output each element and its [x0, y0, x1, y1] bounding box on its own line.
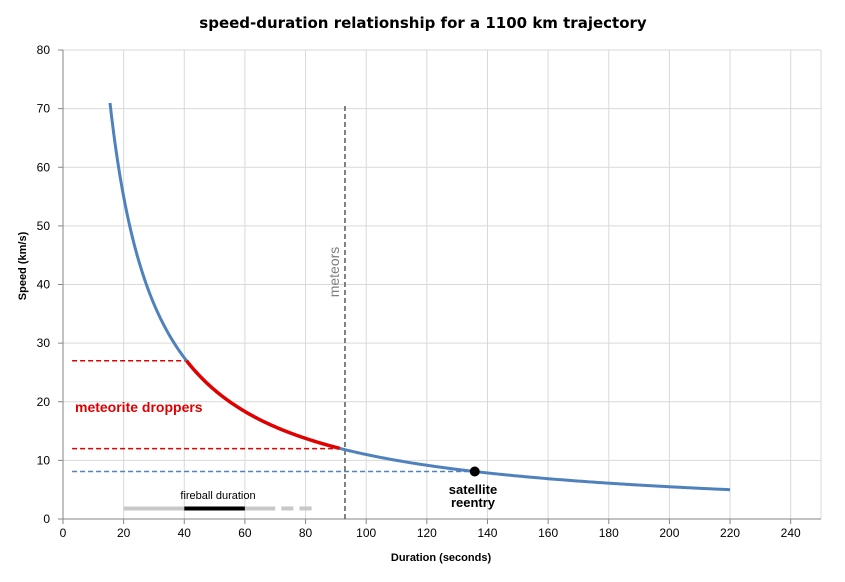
x-tick-label-100: 100	[356, 526, 376, 540]
y-tick-label-40: 40	[37, 278, 51, 292]
x-tick-label-120: 120	[417, 526, 437, 540]
marker-satellite-reentry	[470, 467, 480, 477]
x-tick-label-140: 140	[477, 526, 497, 540]
x-tick-label-220: 220	[720, 526, 740, 540]
x-tick-label-80: 80	[299, 526, 313, 540]
y-axis-label: Speed (km/s)	[17, 231, 29, 300]
series-speed-duration-curve	[110, 103, 730, 490]
annotation-meteorite-droppers: meteorite droppers	[75, 399, 203, 415]
x-tick-label-20: 20	[117, 526, 131, 540]
x-tick-label-60: 60	[238, 526, 252, 540]
annotations: meteorite droppers satellite reentry fir…	[75, 247, 497, 510]
y-tick-label-20: 20	[37, 395, 51, 409]
chart-title: speed-duration relationship for a 1100 k…	[199, 14, 647, 32]
y-tick-label-30: 30	[37, 336, 51, 350]
chart: speed-duration relationship for a 1100 k…	[0, 0, 845, 582]
axes	[58, 50, 821, 524]
y-tick-label-60: 60	[37, 160, 51, 174]
x-axis-label: Duration (seconds)	[391, 552, 492, 564]
y-tick-label-80: 80	[37, 43, 51, 57]
x-tick-label-200: 200	[659, 526, 679, 540]
x-tick-label-40: 40	[178, 526, 192, 540]
series-meteorite-droppers	[187, 361, 340, 449]
x-tick-label-0: 0	[60, 526, 67, 540]
annotation-fireball-duration: fireball duration	[180, 490, 255, 502]
y-tick-label-0: 0	[43, 512, 50, 526]
annotation-meteors: meteors	[326, 247, 342, 298]
series	[110, 103, 730, 508]
annotation-satellite-line2: reentry	[451, 495, 496, 510]
y-tick-label-70: 70	[37, 102, 51, 116]
x-tick-label-180: 180	[599, 526, 619, 540]
y-tick-label-50: 50	[37, 219, 51, 233]
y-tick-label-10: 10	[37, 453, 51, 467]
x-tick-label-160: 160	[538, 526, 558, 540]
x-tick-label-240: 240	[781, 526, 801, 540]
